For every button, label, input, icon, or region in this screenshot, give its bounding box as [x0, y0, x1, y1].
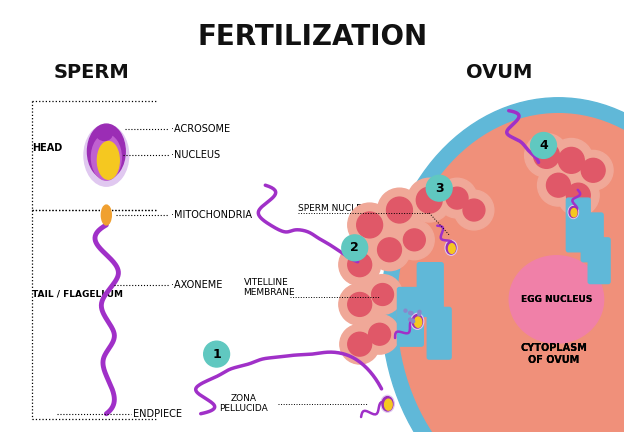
Text: EGG NUCLEUS: EGG NUCLEUS [521, 295, 592, 304]
Ellipse shape [382, 98, 626, 433]
Ellipse shape [445, 240, 457, 255]
Ellipse shape [399, 116, 626, 433]
Ellipse shape [360, 314, 399, 354]
Circle shape [408, 322, 411, 325]
Ellipse shape [411, 313, 424, 329]
Text: SPERM: SPERM [54, 63, 130, 82]
Ellipse shape [437, 178, 477, 218]
Circle shape [421, 317, 424, 320]
FancyBboxPatch shape [428, 307, 451, 359]
Ellipse shape [372, 284, 394, 305]
Circle shape [423, 315, 426, 318]
Ellipse shape [357, 212, 382, 238]
Ellipse shape [403, 229, 425, 251]
Ellipse shape [408, 178, 451, 222]
Ellipse shape [525, 133, 568, 177]
Ellipse shape [533, 142, 560, 168]
Ellipse shape [414, 317, 422, 327]
Ellipse shape [348, 293, 372, 317]
Ellipse shape [384, 399, 392, 410]
FancyBboxPatch shape [567, 198, 590, 252]
Text: ZONA
PELLUCIDA: ZONA PELLUCIDA [219, 394, 268, 413]
Ellipse shape [454, 190, 494, 230]
Text: CYTOPLASM
OF OVUM: CYTOPLASM OF OVUM [520, 343, 587, 365]
Ellipse shape [348, 332, 372, 356]
Ellipse shape [348, 203, 391, 247]
Ellipse shape [446, 187, 468, 209]
Ellipse shape [573, 150, 613, 190]
Circle shape [426, 175, 452, 201]
Ellipse shape [369, 229, 411, 271]
Ellipse shape [369, 323, 391, 345]
Ellipse shape [558, 148, 584, 173]
FancyBboxPatch shape [398, 288, 423, 346]
Ellipse shape [557, 174, 599, 216]
FancyBboxPatch shape [588, 238, 610, 284]
Circle shape [408, 325, 411, 328]
Circle shape [416, 313, 419, 316]
Text: ·NUCLEUS: ·NUCLEUS [171, 150, 220, 160]
Ellipse shape [567, 183, 590, 207]
Ellipse shape [446, 242, 456, 254]
Text: TAIL / FLAGELLUM: TAIL / FLAGELLUM [32, 290, 123, 299]
Ellipse shape [88, 124, 125, 179]
Text: ·MITOCHONDRIA: ·MITOCHONDRIA [171, 210, 252, 220]
Ellipse shape [91, 135, 121, 180]
Circle shape [421, 308, 424, 311]
Ellipse shape [412, 314, 423, 328]
Ellipse shape [96, 126, 112, 140]
Ellipse shape [339, 244, 381, 285]
Ellipse shape [377, 238, 401, 262]
Circle shape [203, 341, 230, 367]
Text: EGG NUCLEUS: EGG NUCLEUS [521, 295, 592, 304]
Circle shape [342, 235, 367, 261]
Ellipse shape [538, 165, 579, 206]
Text: 3: 3 [435, 182, 443, 195]
Ellipse shape [416, 187, 442, 213]
Circle shape [531, 132, 557, 158]
Ellipse shape [377, 188, 421, 232]
Ellipse shape [568, 206, 578, 219]
Text: ENDPIECE: ENDPIECE [133, 409, 182, 419]
Ellipse shape [340, 324, 379, 364]
Ellipse shape [101, 205, 111, 225]
Circle shape [411, 304, 413, 307]
Text: SPERM NUCLEUS: SPERM NUCLEUS [298, 204, 374, 213]
Ellipse shape [509, 256, 603, 343]
Ellipse shape [582, 158, 605, 182]
Ellipse shape [399, 116, 626, 433]
Ellipse shape [398, 114, 626, 433]
Ellipse shape [571, 208, 577, 217]
Text: 2: 2 [351, 241, 359, 254]
Ellipse shape [509, 256, 603, 343]
Ellipse shape [382, 397, 393, 411]
Ellipse shape [569, 207, 578, 217]
Text: 1: 1 [212, 348, 221, 361]
Text: VITELLINE
MEMBRANE: VITELLINE MEMBRANE [244, 278, 295, 297]
Ellipse shape [546, 173, 570, 197]
Text: ·AXONEME: ·AXONEME [171, 280, 222, 290]
Ellipse shape [348, 253, 372, 277]
Ellipse shape [463, 199, 485, 221]
Circle shape [414, 319, 418, 322]
Ellipse shape [448, 244, 455, 253]
Ellipse shape [550, 139, 593, 182]
Ellipse shape [394, 220, 434, 260]
Ellipse shape [381, 395, 394, 412]
FancyBboxPatch shape [418, 263, 443, 317]
Ellipse shape [362, 275, 403, 314]
Text: OVUM: OVUM [466, 63, 532, 82]
Text: FERTILIZATION: FERTILIZATION [198, 23, 428, 51]
Text: 4: 4 [539, 139, 548, 152]
Ellipse shape [386, 197, 413, 223]
Text: HEAD: HEAD [32, 143, 62, 153]
FancyBboxPatch shape [582, 213, 603, 262]
Ellipse shape [84, 125, 129, 186]
Text: ·ACROSOME: ·ACROSOME [171, 123, 230, 133]
Ellipse shape [98, 142, 119, 179]
Ellipse shape [339, 284, 381, 325]
Text: CYTOPLASM
OF OVUM: CYTOPLASM OF OVUM [520, 343, 587, 365]
